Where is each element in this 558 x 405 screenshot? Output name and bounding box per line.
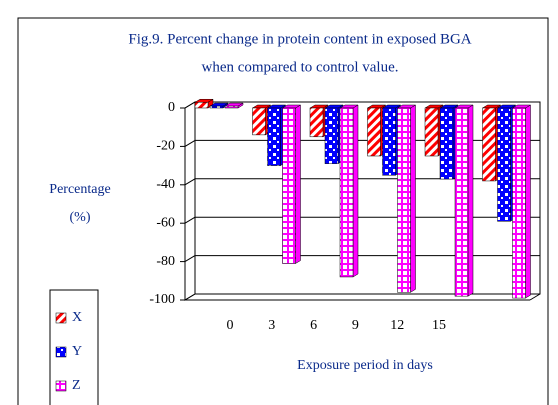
- y-tick-label: 0: [168, 100, 175, 115]
- legend-swatch: [55, 346, 67, 358]
- y-tick-label: -40: [156, 177, 175, 192]
- grid-line: [184, 255, 196, 263]
- x-tick-label: 15: [432, 318, 446, 333]
- side-wall: [184, 101, 196, 301]
- bar: [252, 107, 266, 136]
- bar: [367, 107, 381, 157]
- x-tick-label: 9: [352, 318, 359, 333]
- grid-line: [184, 101, 196, 109]
- grid-line: [184, 178, 196, 186]
- y-tick-label: -20: [156, 139, 175, 154]
- bar: [424, 107, 439, 157]
- bar: [439, 107, 454, 180]
- x-tick-label: 3: [268, 318, 275, 333]
- grid-line: [184, 139, 196, 147]
- bar: [497, 107, 511, 222]
- y-tick-label: -100: [149, 292, 175, 307]
- y-tick-label: -60: [156, 215, 175, 230]
- bar: [512, 107, 526, 299]
- bar: [454, 107, 469, 297]
- bar: [339, 107, 354, 278]
- x-axis-title: Exposure period in days: [297, 358, 433, 373]
- y-axis-title: Percentage: [49, 182, 110, 197]
- grid-line: [184, 293, 196, 301]
- x-tick-label: 12: [390, 318, 404, 333]
- bar-side: [352, 104, 359, 278]
- bar: [397, 107, 411, 293]
- chart-title: Fig.9. Percent change in protein content…: [128, 31, 471, 47]
- bar: [209, 105, 224, 109]
- y-tick-label: -80: [156, 254, 175, 269]
- bar: [194, 101, 209, 109]
- chart-title: when compared to control value.: [201, 59, 398, 75]
- legend-label: Z: [72, 378, 81, 393]
- bar: [324, 107, 339, 164]
- bar-side: [467, 104, 474, 297]
- floor-edge: [529, 293, 541, 301]
- x-tick-label: 0: [227, 318, 234, 333]
- grid-line: [184, 216, 196, 224]
- legend-label: Y: [72, 344, 82, 359]
- bar: [382, 107, 396, 176]
- legend-label: X: [72, 310, 82, 325]
- legend-swatch: [55, 380, 67, 392]
- bar: [224, 105, 239, 109]
- bar: [282, 107, 296, 264]
- bar-side: [295, 104, 301, 264]
- bar: [267, 107, 281, 166]
- y-axis-title: (%): [70, 210, 91, 225]
- x-tick-label: 6: [310, 318, 317, 333]
- legend-swatch: [55, 312, 67, 324]
- bar-side: [410, 104, 416, 293]
- bar: [309, 107, 324, 138]
- bar: [482, 107, 496, 182]
- bar-side: [525, 104, 531, 299]
